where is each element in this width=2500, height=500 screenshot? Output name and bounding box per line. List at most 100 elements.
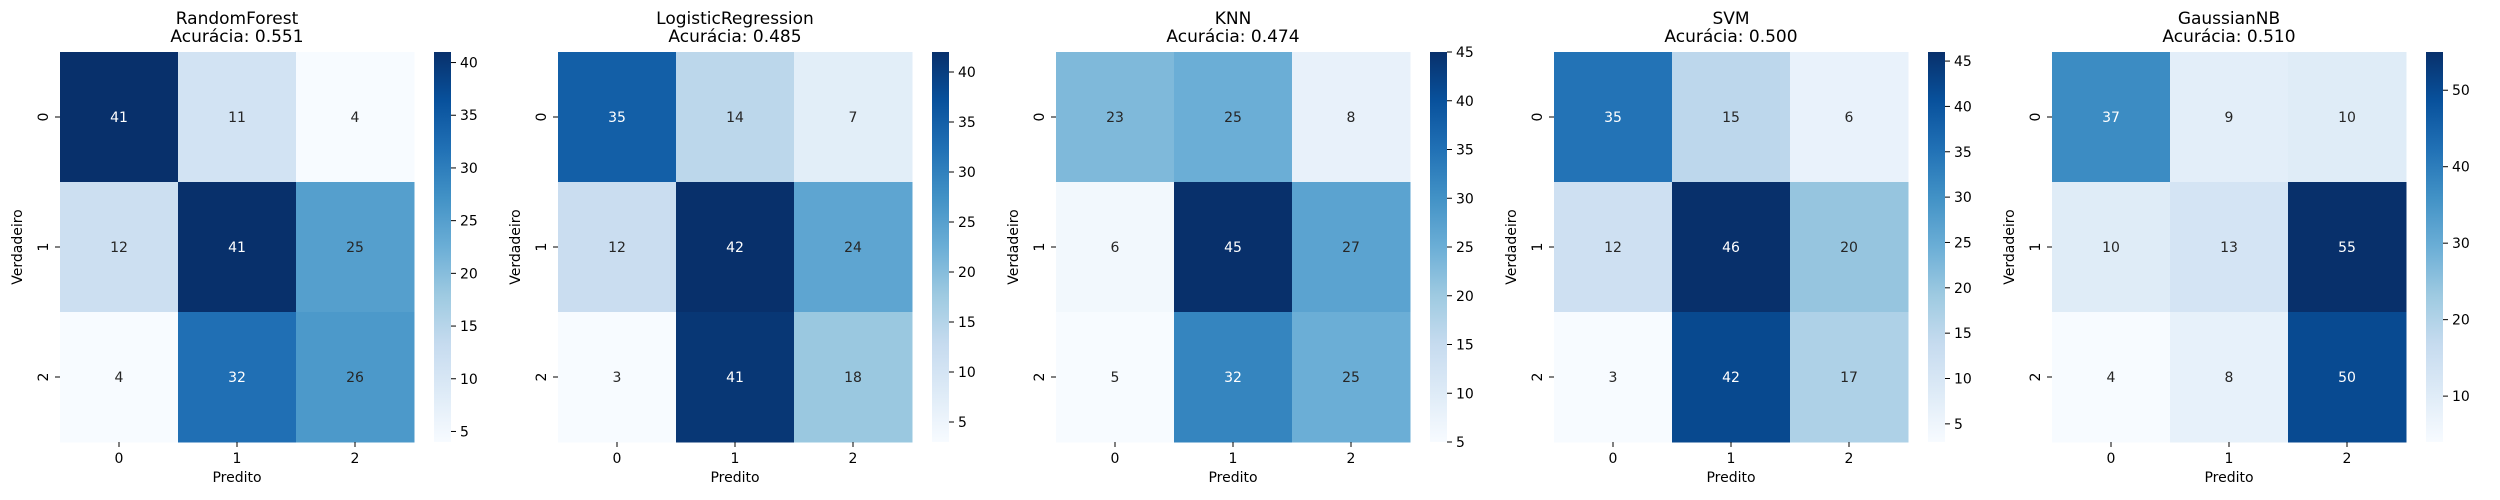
cell-value-label: 23 (1106, 110, 1124, 126)
cell-value-label: 41 (110, 110, 128, 126)
x-axis-label: Predito (1208, 470, 1257, 486)
cell-value-label: 55 (2338, 240, 2356, 256)
colorbar-tick-label: 25 (958, 215, 976, 231)
colorbar (1430, 52, 1447, 442)
cell-value-label: 17 (1840, 370, 1858, 386)
heatmap-cell (1056, 182, 1175, 313)
chart-subtitle: Acurácia: 0.510 (2162, 27, 2295, 47)
chart-title: RandomForest (176, 9, 299, 29)
colorbar-tick-label: 45 (1456, 45, 1474, 61)
x-tick-label: 0 (613, 451, 622, 467)
y-tick-label: 1 (1530, 243, 1546, 252)
heatmap-cell (2288, 52, 2407, 183)
heatmap-cell (676, 312, 795, 443)
x-tick-label: 0 (1609, 451, 1618, 467)
y-axis-label: Verdadeiro (1006, 209, 1022, 284)
heatmap-cell (2170, 312, 2289, 443)
cell-value-label: 50 (2338, 370, 2356, 386)
heatmap-cell (1672, 52, 1791, 183)
x-axis-label: Predito (710, 470, 759, 486)
heatmap-cell (1292, 52, 1411, 183)
heatmap-cell (1790, 312, 1909, 443)
cell-value-label: 24 (844, 240, 862, 256)
cell-value-label: 35 (608, 110, 626, 126)
cell-value-label: 20 (1840, 240, 1858, 256)
x-tick-label: 1 (731, 451, 740, 467)
x-tick-label: 1 (2225, 451, 2234, 467)
cell-value-label: 42 (1722, 370, 1740, 386)
colorbar-tick-label: 30 (958, 165, 976, 181)
colorbar (1928, 52, 1945, 442)
colorbar-tick-label: 30 (1456, 191, 1474, 207)
colorbar-tick-label: 20 (1954, 281, 1972, 297)
heatmap-cell (558, 312, 677, 443)
y-axis-label: Verdadeiro (1504, 209, 1520, 284)
cell-value-label: 6 (1111, 240, 1120, 256)
cell-value-label: 32 (228, 370, 246, 386)
colorbar-tick-label: 5 (958, 415, 967, 431)
heatmap-cell (60, 52, 179, 183)
heatmap-cell (2052, 312, 2171, 443)
y-axis-label: Verdadeiro (2002, 209, 2018, 284)
cell-value-label: 3 (1609, 370, 1618, 386)
colorbar-tick-label: 35 (1954, 145, 1972, 161)
heatmap-cell (1056, 312, 1175, 443)
heatmap-cell (676, 52, 795, 183)
cell-value-label: 25 (346, 240, 364, 256)
colorbar-tick-label: 15 (1456, 338, 1474, 354)
cell-value-label: 37 (2102, 110, 2120, 126)
heatmap-cell (794, 52, 913, 183)
cell-value-label: 45 (1224, 240, 1242, 256)
chart-subtitle: Acurácia: 0.485 (668, 27, 801, 47)
x-tick-label: 1 (1229, 451, 1238, 467)
cell-value-label: 10 (2102, 240, 2120, 256)
colorbar-tick-label: 35 (1456, 143, 1474, 159)
cell-value-label: 42 (726, 240, 744, 256)
y-tick-label: 2 (1530, 373, 1546, 382)
heatmap-cell (1292, 312, 1411, 443)
heatmap-cell (1672, 182, 1791, 313)
heatmap-cell (1174, 312, 1293, 443)
colorbar-tick-label: 30 (460, 161, 478, 177)
colorbar-tick-label: 25 (1954, 235, 1972, 251)
cell-value-label: 46 (1722, 240, 1740, 256)
heatmap-cell (2052, 182, 2171, 313)
colorbar-tick-label: 30 (2452, 236, 2470, 252)
cell-value-label: 18 (844, 370, 862, 386)
heatmap-cell (1554, 182, 1673, 313)
y-axis-label: Verdadeiro (508, 209, 524, 284)
heatmap-cell (676, 182, 795, 313)
heatmap-cell (1174, 182, 1293, 313)
colorbar-tick-label: 40 (2452, 160, 2470, 176)
colorbar-tick-label: 10 (1456, 386, 1474, 402)
cell-value-label: 14 (726, 110, 744, 126)
colorbar-tick-label: 35 (460, 108, 478, 124)
y-tick-label: 2 (2028, 373, 2044, 382)
cell-value-label: 3 (613, 370, 622, 386)
heatmap-cell (296, 312, 415, 443)
heatmap-cell (1174, 52, 1293, 183)
cell-value-label: 27 (1342, 240, 1360, 256)
heatmap-cell (794, 312, 913, 443)
chart-title: GaussianNB (2178, 9, 2280, 29)
heatmap-cell (794, 182, 913, 313)
heatmap-cell (1790, 182, 1909, 313)
colorbar-tick-label: 10 (958, 365, 976, 381)
colorbar-tick-label: 15 (1954, 326, 1972, 342)
colorbar-tick-label: 20 (2452, 313, 2470, 329)
cell-value-label: 25 (1224, 110, 1242, 126)
heatmap-cell (1554, 52, 1673, 183)
colorbar-tick-label: 50 (2452, 83, 2470, 99)
cell-value-label: 5 (1111, 370, 1120, 386)
colorbar-tick-label: 40 (460, 56, 478, 72)
colorbar-tick-label: 5 (1456, 435, 1465, 451)
heatmap-cell (60, 312, 179, 443)
heatmap-cell (296, 182, 415, 313)
heatmap-cell (1672, 312, 1791, 443)
colorbar-tick-label: 20 (1456, 289, 1474, 305)
